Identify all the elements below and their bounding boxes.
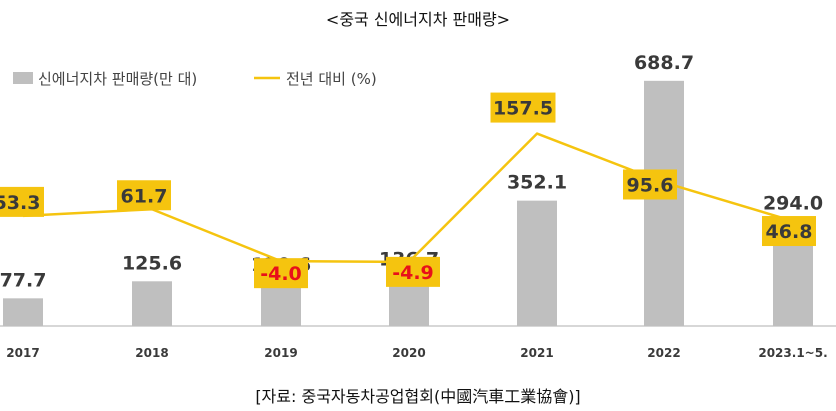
legend-bar-swatch (13, 72, 33, 84)
line-value-box (623, 169, 677, 200)
bar (3, 298, 43, 326)
source-note: [자료: 중국자동차공업협회(中國汽車工業協會)] (255, 387, 581, 406)
legend-line-label: 전년 대비 (%) (286, 70, 377, 88)
x-tick-label: 2022 (647, 346, 680, 360)
line-value-box (386, 256, 440, 287)
chart-title: <중국 신에너지차 판매량> (325, 10, 511, 29)
line-value-box (490, 92, 556, 123)
x-tick-label: 2019 (264, 346, 297, 360)
line-value-label: -4.9 (392, 262, 434, 284)
line-value-label: 95.6 (627, 174, 674, 196)
x-tick-label: 2023.1~5. (758, 346, 827, 360)
line-value-label: -4.0 (260, 263, 302, 285)
x-tick-label: 2017 (6, 346, 39, 360)
bar-value-label: 352.1 (507, 172, 567, 194)
line-value-label: 61.7 (121, 185, 168, 207)
bar (132, 281, 172, 326)
x-tick-label: 2020 (392, 346, 425, 360)
x-tick-label: 2018 (135, 346, 168, 360)
line-value-box (117, 180, 171, 211)
bar (517, 200, 557, 326)
line-value-label: 46.8 (766, 221, 813, 243)
legend-bar-label: 신에너지차 판매량(만 대) (38, 70, 197, 88)
line-value-label: 53.3 (0, 192, 40, 214)
line-value-box (254, 258, 308, 289)
bar (261, 283, 301, 326)
line-value-box (762, 216, 816, 247)
bar (644, 80, 684, 326)
bar-value-label: 125.6 (122, 252, 182, 274)
line-value-box (0, 186, 44, 217)
bar-value-label: 294.0 (763, 192, 823, 214)
line-value-label: 157.5 (493, 98, 553, 120)
bar-value-label: 688.7 (634, 52, 694, 74)
bar-value-label: 77.7 (0, 269, 46, 291)
x-tick-label: 2021 (520, 346, 553, 360)
